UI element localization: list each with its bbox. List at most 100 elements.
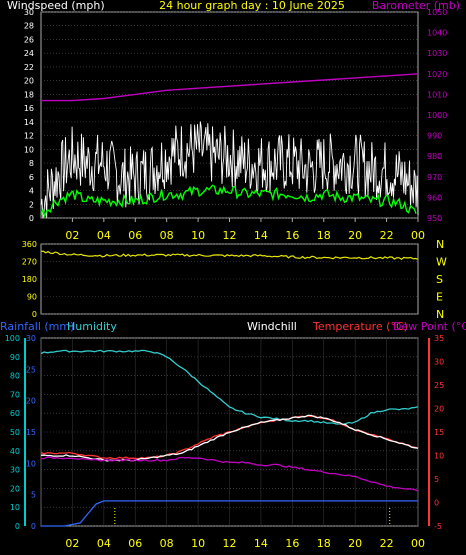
rain-series-line [41,500,418,527]
barometer-tick-label: 1030 [427,49,447,58]
hour-tick-label: 22 [380,229,394,242]
dewpoint-series-line [40,456,419,492]
windspeed-tick-label: 6 [29,173,34,182]
hour-tick-label: 16 [285,229,299,242]
windspeed-tick-label: 8 [29,159,34,168]
direction-tick-label: 180 [22,275,37,284]
windspeed-tick-label: 0 [29,214,34,223]
barometer-tick-label: 970 [427,173,442,182]
humidity-tick-label: 30 [10,466,20,475]
hour-tick-label: 08 [160,537,174,550]
rainfall-tick-label: 15 [26,428,36,437]
hour-tick-label: 00 [411,537,425,550]
windspeed-tick-label: 2 [29,200,34,209]
humidity-tick-label: 10 [10,503,20,512]
hour-tick-label: 00 [411,229,425,242]
humidity-tick-label: 60 [10,409,20,418]
humidity-tick-label: 90 [10,353,20,362]
barometer-tick-label: 1000 [427,111,447,120]
hour-tick-label: 20 [348,229,362,242]
rainfall-tick-label: 5 [31,491,36,500]
rainfall-tick-label: 25 [26,365,36,374]
windspeed-axis-title: Windspeed (mph) [7,0,105,12]
barometer-tick-label: 950 [427,214,442,223]
temperature-tick-label: -5 [434,522,442,531]
compass-label: W [436,256,447,269]
humidity-tick-label: 70 [10,390,20,399]
rainfall-tick-label: 0 [31,522,36,531]
hour-tick-label: 14 [254,537,268,550]
temperature-tick-label: 15 [434,428,444,437]
barometer-tick-label: 1040 [427,29,447,38]
barometer-tick-label: 1010 [427,90,447,99]
windspeed-tick-label: 10 [24,145,34,154]
temperature-tick-label: 5 [434,475,439,484]
hour-tick-label: 20 [348,537,362,550]
humidity-tick-label: 20 [10,484,20,493]
rainfall-tick-label: 20 [26,397,36,406]
windspeed-tick-label: 18 [24,90,34,99]
barometer-tick-label: 1020 [427,70,447,79]
rainfall-tick-label: 10 [26,459,36,468]
hour-tick-label: 22 [380,537,394,550]
temperature-tick-label: 35 [434,334,444,343]
temperature-tick-label: 0 [434,499,439,508]
temperature-tick-label: 30 [434,358,444,367]
temperature-tick-label: 20 [434,405,444,414]
humidity-tick-label: 50 [10,428,20,437]
wind-series-line [40,184,417,219]
barometer-tick-label: 990 [427,132,442,141]
direction-tick-label: 90 [27,293,37,302]
hour-tick-label: 12 [223,537,237,550]
temperature-axis-title: Temperature (°C) [312,320,408,333]
hour-tick-label: 06 [128,537,142,550]
windspeed-tick-label: 14 [24,118,34,127]
graph-title: 24 hour graph day : 10 June 2025 [159,0,345,12]
humidity-axis-title: Humidity [67,320,117,333]
windspeed-tick-label: 12 [24,132,34,141]
windspeed-tick-label: 30 [24,8,34,17]
windspeed-tick-label: 26 [24,35,34,44]
dewpoint-axis-title: Dew Point (°C) [393,320,466,333]
temperature-tick-label: 10 [434,452,444,461]
hour-tick-label: 10 [191,537,205,550]
windspeed-tick-label: 16 [24,104,34,113]
humidity-tick-label: 80 [10,372,20,381]
hour-tick-label: 02 [65,537,79,550]
humidity-tick-label: 40 [10,447,20,456]
windspeed-tick-label: 22 [24,63,34,72]
hour-tick-label: 12 [223,229,237,242]
barometer-tick-label: 980 [427,152,442,161]
hour-tick-label: 18 [317,537,331,550]
barometer-tick-label: 1050 [427,8,447,17]
hour-tick-label: 18 [317,229,331,242]
hour-tick-label: 04 [97,229,111,242]
windspeed-tick-label: 28 [24,22,34,31]
hour-tick-label: 06 [128,229,142,242]
compass-label: E [436,291,443,304]
humidity-tick-label: 100 [5,334,20,343]
hour-tick-label: 02 [65,229,79,242]
windspeed-tick-label: 4 [29,187,34,196]
windchill-legend: Windchill [247,320,297,333]
compass-label: S [436,273,443,286]
direction-tick-label: 360 [22,240,37,249]
hour-tick-label: 16 [285,537,299,550]
direction-tick-label: 0 [32,310,37,319]
hour-tick-label: 04 [97,537,111,550]
gust-series-line [40,121,419,219]
hour-tick-label: 14 [254,229,268,242]
barometer-axis-title: Barometer (mb) [372,0,460,12]
wind-direction-line [40,250,419,261]
temperature-tick-label: 25 [434,381,444,390]
baro-series-line [41,73,419,102]
windspeed-tick-label: 20 [24,77,34,86]
hour-tick-label: 08 [160,229,174,242]
humidity-series-line [40,349,419,426]
humidity-tick-label: 0 [15,522,20,531]
rainfall-axis-title: Rainfall (mm) [0,320,74,333]
compass-label: N [436,308,444,321]
windspeed-tick-label: 24 [24,49,34,58]
hour-tick-label: 10 [191,229,205,242]
